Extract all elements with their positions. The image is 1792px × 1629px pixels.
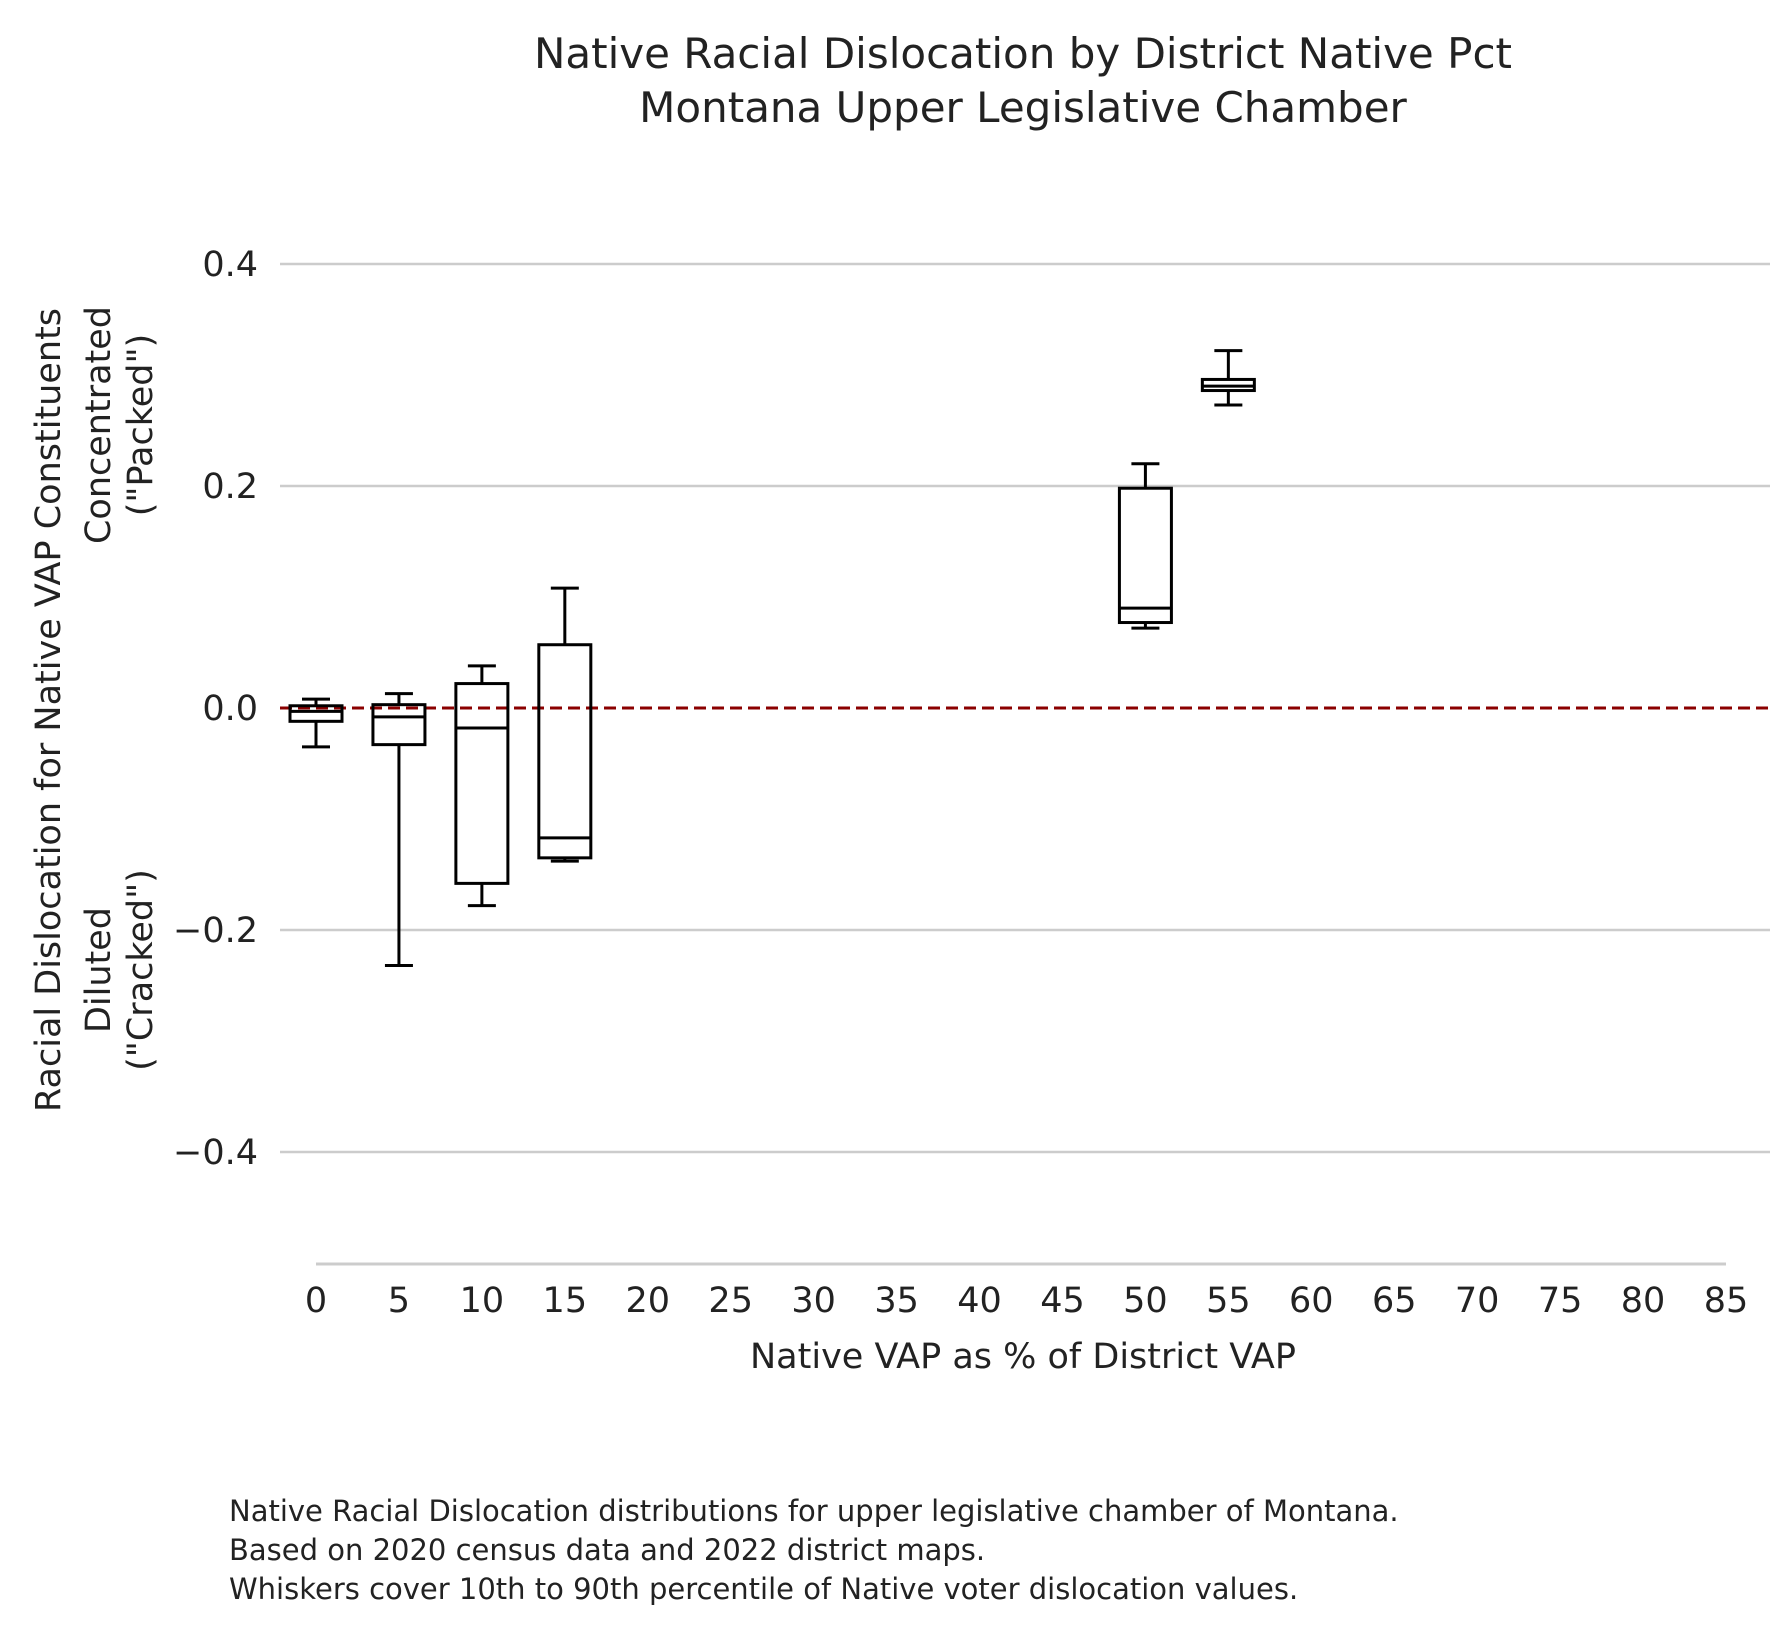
x-tick-label: 40 bbox=[957, 1281, 1002, 1321]
box-iqr bbox=[454, 682, 510, 885]
y-axis-label-diluted: Diluted("Cracked") bbox=[79, 869, 161, 1071]
x-tick-label: 10 bbox=[460, 1281, 505, 1321]
box-plot bbox=[1200, 349, 1256, 407]
x-tick-label: 15 bbox=[543, 1281, 588, 1321]
box-iqr bbox=[1117, 486, 1173, 625]
caption-line-3: Whiskers cover 10th to 90th percentile o… bbox=[229, 1572, 1298, 1606]
x-tick-label: 50 bbox=[1123, 1281, 1168, 1321]
box-plot bbox=[288, 697, 344, 749]
box-plots bbox=[288, 349, 1256, 968]
y-axis-label-packed: Concentrated("Packed") bbox=[79, 306, 161, 544]
caption-line-1: Native Racial Dislocation distributions … bbox=[229, 1494, 1399, 1528]
caption: Native Racial Dislocation distributions … bbox=[229, 1494, 1399, 1606]
box-plot bbox=[1117, 462, 1173, 630]
y-axis-label: Racial Dislocation for Native VAP Consti… bbox=[29, 306, 161, 1112]
chart-title-line-1: Native Racial Dislocation by District Na… bbox=[534, 29, 1512, 78]
y-tick-label: 0.4 bbox=[202, 245, 258, 285]
x-tick-label: 75 bbox=[1538, 1281, 1583, 1321]
y-tick-label: −0.4 bbox=[173, 1133, 258, 1173]
x-axis-label: Native VAP as % of District VAP bbox=[750, 1337, 1296, 1377]
y-axis-label-line: ("Cracked") bbox=[121, 869, 161, 1071]
x-tick-label: 5 bbox=[388, 1281, 410, 1321]
y-tick-label: 0.2 bbox=[202, 467, 258, 507]
box-plot bbox=[537, 586, 593, 863]
y-tick-label: 0.0 bbox=[202, 689, 258, 729]
x-tick-label: 0 bbox=[305, 1281, 327, 1321]
x-tick-label: 30 bbox=[791, 1281, 836, 1321]
x-tick-label: 45 bbox=[1040, 1281, 1085, 1321]
x-tick-label: 70 bbox=[1455, 1281, 1500, 1321]
box-iqr bbox=[371, 703, 427, 747]
y-tick-label: −0.2 bbox=[173, 911, 258, 951]
x-tick-label: 60 bbox=[1289, 1281, 1334, 1321]
y-axis-label-line: Diluted bbox=[79, 907, 119, 1033]
x-tick-label: 65 bbox=[1372, 1281, 1417, 1321]
box-iqr bbox=[288, 704, 344, 723]
x-tick-label: 35 bbox=[874, 1281, 919, 1321]
chart-title-line-2: Montana Upper Legislative Chamber bbox=[639, 83, 1407, 132]
x-tick-label: 55 bbox=[1206, 1281, 1251, 1321]
y-axis-label-line: Concentrated bbox=[79, 306, 119, 544]
x-tick-label: 85 bbox=[1704, 1281, 1749, 1321]
y-axis-ticks: 0.4 0.2 0.0 −0.2 −0.4 bbox=[173, 245, 258, 1173]
x-tick-label: 20 bbox=[625, 1281, 670, 1321]
box-plot bbox=[454, 664, 510, 908]
y-axis-label-line: ("Packed") bbox=[121, 334, 161, 517]
x-tick-label: 25 bbox=[708, 1281, 753, 1321]
box-iqr bbox=[537, 643, 593, 860]
box-plot bbox=[371, 692, 427, 968]
x-axis-ticks: 0 5 10 15 20 25 30 35 40 45 50 55 60 65 70 75 80 85 bbox=[305, 1281, 1748, 1321]
y-axis-label-main: Racial Dislocation for Native VAP Consti… bbox=[29, 308, 69, 1112]
chart-title: Native Racial Dislocation by District Na… bbox=[534, 29, 1512, 132]
x-tick-label: 80 bbox=[1621, 1281, 1666, 1321]
caption-line-2: Based on 2020 census data and 2022 distr… bbox=[229, 1533, 985, 1567]
grid bbox=[280, 262, 1770, 1154]
